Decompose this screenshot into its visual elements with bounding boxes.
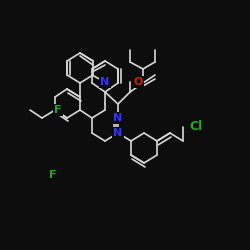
Text: F: F (54, 105, 62, 115)
Text: Cl: Cl (190, 120, 202, 134)
Text: N: N (100, 77, 110, 87)
Text: N: N (114, 113, 122, 123)
Text: F: F (49, 170, 57, 180)
Text: N: N (114, 128, 122, 138)
Text: O: O (133, 77, 143, 87)
